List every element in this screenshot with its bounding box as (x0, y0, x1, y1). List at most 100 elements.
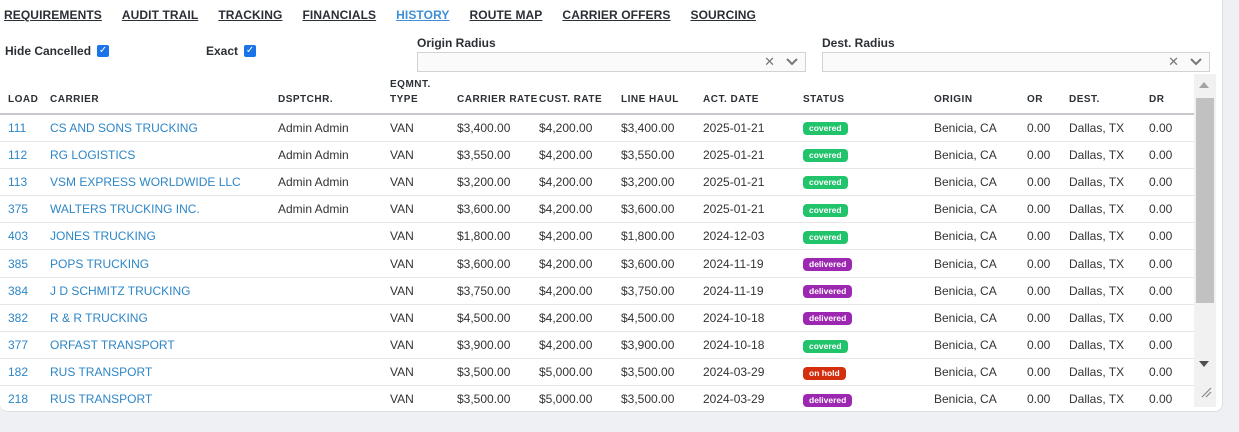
dispatcher-cell: Admin Admin (278, 114, 390, 142)
resize-handle-icon[interactable] (1200, 386, 1214, 400)
load-id-link[interactable]: 403 (0, 222, 50, 251)
status-badge: delivered (803, 285, 853, 299)
load-id-link[interactable]: 113 (0, 168, 50, 197)
column-header[interactable]: CARRIER RATE (457, 74, 539, 115)
carrier-rate-cell: $3,600.00 (457, 195, 539, 224)
dest-cell: Dallas, TX (1069, 114, 1149, 142)
carrier-link[interactable]: ORFAST TRANSPORT (50, 331, 278, 360)
tab-route-map[interactable]: ROUTE MAP (469, 8, 543, 22)
table-row[interactable]: 384 J D SCHMITZ TRUCKING VAN $3,750.00 $4,20… (0, 277, 1194, 305)
line-haul-cell: $3,500.00 (621, 385, 703, 407)
tab-carrier-offers[interactable]: CARRIER OFFERS (562, 8, 671, 22)
line-haul-cell: $4,500.00 (621, 304, 703, 333)
column-header[interactable]: EQMNT. TYPE (390, 74, 457, 115)
tab-requirements[interactable]: REQUIREMENTS (4, 8, 102, 22)
vertical-scrollbar[interactable] (1194, 74, 1216, 407)
table-row[interactable]: 375 WALTERS TRUCKING INC. Admin Admin VAN $3… (0, 195, 1194, 224)
history-panel: REQUIREMENTS AUDIT TRAIL TRACKING FINANCIAL… (0, 0, 1223, 412)
table-row[interactable]: 385 POPS TRUCKING VAN $3,600.00 $4,200.00 $3,… (0, 249, 1194, 278)
carrier-link[interactable]: R & R TRUCKING (50, 304, 278, 333)
carrier-rate-cell: $3,600.00 (457, 249, 539, 278)
table-row[interactable]: 112 RG LOGISTICS Admin Admin VAN $3,550.00 $4… (0, 141, 1194, 169)
column-header[interactable]: LINE HAUL (621, 74, 703, 115)
carrier-link[interactable]: JONES TRUCKING (50, 222, 278, 251)
column-header[interactable]: CUST. RATE (539, 74, 621, 115)
hide-cancelled-checkbox[interactable]: ✓ (97, 45, 110, 57)
dr-cell: 0.00 (1149, 249, 1194, 278)
status-badge: covered (803, 122, 848, 136)
carrier-link[interactable]: RUS TRANSPORT (50, 385, 278, 407)
load-id-link[interactable]: 218 (0, 385, 50, 407)
column-header[interactable]: LOAD (0, 74, 50, 115)
or-cell: 0.00 (1027, 331, 1069, 360)
load-id-link[interactable]: 375 (0, 195, 50, 224)
load-id-link[interactable]: 385 (0, 249, 50, 278)
column-header[interactable]: DSPTCHR. (278, 74, 390, 115)
tab-financials[interactable]: FINANCIALS (302, 8, 377, 22)
load-id-link[interactable]: 111 (0, 114, 50, 142)
tab-audit-trail[interactable]: AUDIT TRAIL (121, 8, 199, 22)
table-row[interactable]: 218 RUS TRANSPORT VAN $3,500.00 $5,000.00 $3,… (0, 385, 1194, 407)
table-row[interactable]: 182 RUS TRANSPORT VAN $3,500.00 $5,000.00 $3,… (0, 358, 1194, 387)
carrier-link[interactable]: VSM EXPRESS WORLDWIDE LLC (50, 168, 278, 197)
tab-history[interactable]: HISTORY (396, 8, 450, 22)
exact-checkbox[interactable]: ✓ (244, 45, 257, 57)
origin-cell: Benicia, CA (934, 385, 1027, 407)
status-badge: covered (803, 176, 848, 190)
table-row[interactable]: 403 JONES TRUCKING VAN $1,800.00 $4,200.00 $1… (0, 222, 1194, 251)
scroll-up-icon[interactable] (1199, 82, 1209, 88)
carrier-link[interactable]: J D SCHMITZ TRUCKING (50, 277, 278, 305)
load-id-link[interactable]: 112 (0, 141, 50, 169)
carrier-link[interactable]: RG LOGISTICS (50, 141, 278, 169)
exact-filter[interactable]: Exact ✓ (206, 44, 257, 58)
line-haul-cell: $3,400.00 (621, 114, 703, 142)
or-cell: 0.00 (1027, 277, 1069, 305)
status-cell: delivered (803, 249, 934, 278)
dest-cell: Dallas, TX (1069, 331, 1149, 360)
dispatcher-cell: Admin Admin (278, 141, 390, 169)
load-id-link[interactable]: 382 (0, 304, 50, 333)
chevron-down-icon[interactable] (1189, 55, 1203, 70)
dr-cell: 0.00 (1149, 141, 1194, 169)
hide-cancelled-label: Hide Cancelled (5, 44, 92, 58)
column-header[interactable]: STATUS (803, 74, 934, 115)
exact-label: Exact (206, 44, 239, 58)
or-cell: 0.00 (1027, 222, 1069, 251)
column-header[interactable]: DEST. (1069, 74, 1149, 115)
table-row[interactable]: 111 CS AND SONS TRUCKING Admin Admin VAN $3,… (0, 114, 1194, 142)
cust-rate-cell: $4,200.00 (539, 249, 621, 278)
carrier-link[interactable]: RUS TRANSPORT (50, 358, 278, 387)
or-cell: 0.00 (1027, 168, 1069, 197)
column-header[interactable]: OR (1027, 74, 1069, 115)
clear-icon[interactable]: ✕ (764, 54, 775, 69)
hide-cancelled-filter[interactable]: Hide Cancelled ✓ (5, 44, 110, 58)
carrier-link[interactable]: WALTERS TRUCKING INC. (50, 195, 278, 224)
dest-cell: Dallas, TX (1069, 358, 1149, 387)
origin-cell: Benicia, CA (934, 195, 1027, 224)
load-id-link[interactable]: 182 (0, 358, 50, 387)
table-row[interactable]: 113 VSM EXPRESS WORLDWIDE LLC Admin Admin V… (0, 168, 1194, 197)
line-haul-cell: $3,600.00 (621, 249, 703, 278)
column-header[interactable]: CARRIER (50, 74, 278, 115)
carrier-link[interactable]: POPS TRUCKING (50, 249, 278, 278)
or-cell: 0.00 (1027, 195, 1069, 224)
chevron-down-icon[interactable] (785, 55, 799, 70)
column-header[interactable]: ORIGIN (934, 74, 1027, 115)
tab-tracking[interactable]: TRACKING (218, 8, 283, 22)
table-row[interactable]: 377 ORFAST TRANSPORT VAN $3,900.00 $4,200.00… (0, 331, 1194, 360)
scroll-down-icon[interactable] (1199, 361, 1209, 367)
equipment-cell: VAN (390, 195, 457, 224)
scrollbar-thumb[interactable] (1196, 98, 1214, 303)
load-id-link[interactable]: 384 (0, 277, 50, 305)
origin-radius-select[interactable]: ✕ (417, 52, 806, 72)
column-header[interactable]: DR (1149, 74, 1194, 115)
load-id-link[interactable]: 377 (0, 331, 50, 360)
carrier-link[interactable]: CS AND SONS TRUCKING (50, 114, 278, 142)
dest-cell: Dallas, TX (1069, 168, 1149, 197)
clear-icon[interactable]: ✕ (1168, 54, 1179, 69)
tab-sourcing[interactable]: SOURCING (690, 8, 756, 22)
status-cell: covered (803, 195, 934, 224)
table-row[interactable]: 382 R & R TRUCKING VAN $4,500.00 $4,200.00 $4… (0, 304, 1194, 333)
column-header[interactable]: ACT. DATE (703, 74, 803, 115)
dest-radius-select[interactable]: ✕ (822, 52, 1210, 72)
